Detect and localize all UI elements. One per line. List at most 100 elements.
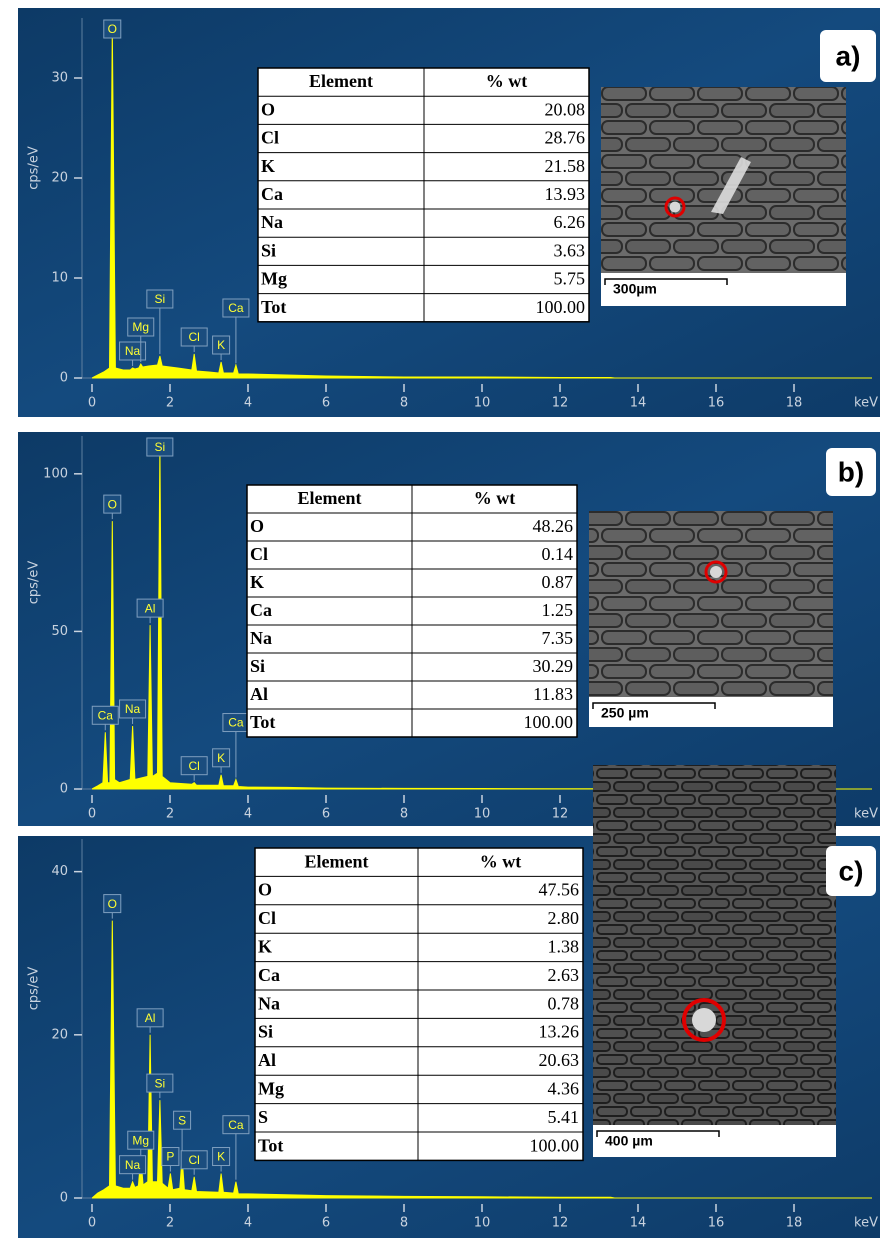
table-value: 0.87 <box>542 572 574 592</box>
table-element: Ca <box>258 965 280 985</box>
table-element: K <box>261 156 275 176</box>
y-tick-label: 100 <box>43 466 68 481</box>
panel-label: b) <box>838 456 864 487</box>
y-axis-label: cps/eV <box>27 967 42 1011</box>
table-value: 13.26 <box>539 1022 580 1042</box>
table-value: 1.38 <box>548 937 580 957</box>
table-value: 4.36 <box>548 1079 580 1099</box>
table-value: 100.00 <box>536 297 586 317</box>
table-value: 28.76 <box>545 128 586 148</box>
table-value: 13.93 <box>545 184 586 204</box>
x-tick-label: 8 <box>400 807 408 822</box>
x-axis-label: keV <box>854 1216 878 1231</box>
table-element: S <box>258 1107 268 1127</box>
peak-label: Mg <box>132 1133 149 1147</box>
peak-label: K <box>217 338 225 352</box>
peak-label: Na <box>125 702 141 716</box>
x-tick-label: 12 <box>552 1216 569 1231</box>
table-element: Al <box>258 1050 276 1070</box>
table-background <box>255 848 583 1160</box>
x-tick-label: 16 <box>708 1216 725 1231</box>
peak-label: Ca <box>228 716 244 730</box>
panel-label: c) <box>839 855 864 886</box>
table-element: Si <box>258 1022 273 1042</box>
x-axis-label: keV <box>854 396 878 411</box>
y-tick-label: 10 <box>51 271 68 286</box>
table-value: 5.75 <box>554 269 586 289</box>
peak-label: Ca <box>228 301 244 315</box>
page: 0102030024681012141618keVcps/eVONaMgSiCl… <box>0 0 884 1241</box>
table-element: Cl <box>258 908 276 928</box>
y-tick-label: 0 <box>60 1191 68 1206</box>
table-value: 3.63 <box>554 240 586 260</box>
table-element: Na <box>250 628 272 648</box>
peak-label: Ca <box>228 1118 244 1132</box>
x-tick-label: 6 <box>322 1216 330 1231</box>
x-tick-label: 2 <box>166 1216 174 1231</box>
peak-label: Si <box>155 1076 166 1090</box>
x-tick-label: 14 <box>630 1216 647 1231</box>
table-value: 20.08 <box>545 99 586 119</box>
x-tick-label: 4 <box>244 396 252 411</box>
peak-label: Cl <box>189 330 200 344</box>
table-element: Ca <box>261 184 283 204</box>
x-tick-label: 14 <box>630 396 647 411</box>
y-tick-label: 20 <box>51 1027 68 1042</box>
figure: 0102030024681012141618keVcps/eVONaMgSiCl… <box>0 0 884 1241</box>
table-value: 100.00 <box>530 1135 580 1155</box>
y-tick-label: 20 <box>51 171 68 186</box>
y-tick-label: 0 <box>60 371 68 386</box>
table-element: O <box>261 99 275 119</box>
table-element: K <box>250 572 264 592</box>
x-tick-label: 10 <box>474 807 491 822</box>
table-element: Cl <box>261 128 279 148</box>
table-element: Al <box>250 684 268 704</box>
scale-bar-label: 250 µm <box>601 705 649 721</box>
x-tick-label: 6 <box>322 807 330 822</box>
particle <box>710 566 722 578</box>
peak-label: Al <box>145 1011 156 1025</box>
table-value: 20.63 <box>539 1050 580 1070</box>
x-tick-label: 12 <box>552 396 569 411</box>
table-value: 30.29 <box>533 656 574 676</box>
peak-label: Na <box>125 1158 141 1172</box>
table-element: Mg <box>258 1079 284 1099</box>
table-value: 0.78 <box>548 993 580 1013</box>
y-tick-label: 0 <box>60 782 68 797</box>
table-value: 1.25 <box>542 600 574 620</box>
table-value: 7.35 <box>542 628 574 648</box>
table-value: 100.00 <box>524 712 574 732</box>
table-element: Cl <box>250 544 268 564</box>
scale-bar-label: 400 µm <box>605 1133 653 1149</box>
x-tick-label: 2 <box>166 396 174 411</box>
table-element: Si <box>250 656 265 676</box>
table-header: Element <box>298 488 362 508</box>
particle <box>692 1008 716 1032</box>
table-header: % wt <box>474 488 516 508</box>
table-header: % wt <box>486 71 528 91</box>
x-tick-label: 10 <box>474 1216 491 1231</box>
table-value: 47.56 <box>539 880 580 900</box>
y-axis-label: cps/eV <box>27 146 42 190</box>
table-element: Mg <box>261 269 287 289</box>
x-tick-label: 0 <box>88 396 96 411</box>
table-element: K <box>258 937 272 957</box>
table-element: Tot <box>250 712 275 732</box>
sem-image <box>601 87 846 273</box>
sem-image <box>589 511 833 697</box>
table-element: Na <box>261 212 283 232</box>
x-tick-label: 18 <box>786 1216 803 1231</box>
table-value: 6.26 <box>554 212 586 232</box>
table-element: Tot <box>258 1135 283 1155</box>
table-value: 5.41 <box>548 1107 580 1127</box>
table-value: 2.63 <box>548 965 580 985</box>
peak-label: P <box>166 1150 174 1164</box>
x-tick-label: 10 <box>474 396 491 411</box>
x-tick-label: 4 <box>244 807 252 822</box>
peak-label: Si <box>155 440 166 454</box>
peak-label: Si <box>155 292 166 306</box>
panel-label: a) <box>836 40 861 71</box>
x-tick-label: 6 <box>322 396 330 411</box>
